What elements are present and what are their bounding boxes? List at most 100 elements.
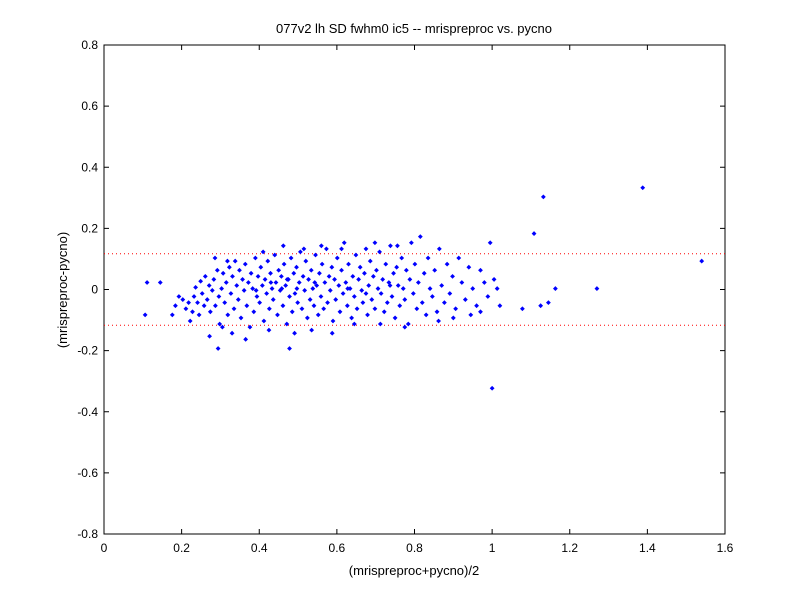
data-point — [327, 288, 333, 293]
data-point — [180, 297, 186, 302]
data-point — [220, 270, 226, 276]
data-point — [299, 306, 305, 312]
data-point — [255, 273, 261, 279]
data-point — [228, 291, 234, 296]
data-point — [259, 283, 265, 288]
y-tick-label: -0.6 — [77, 466, 98, 480]
data-point — [196, 312, 202, 318]
data-point — [351, 321, 357, 327]
data-point — [412, 261, 418, 267]
data-point — [325, 300, 330, 306]
data-point — [296, 280, 302, 285]
data-point — [199, 291, 205, 296]
x-tick-label: 1.4 — [639, 541, 656, 555]
data-point — [241, 288, 247, 293]
data-point — [423, 312, 429, 318]
data-point — [481, 280, 487, 285]
data-point — [362, 270, 367, 276]
data-point — [462, 297, 468, 302]
data-point — [391, 270, 396, 276]
data-point — [478, 309, 483, 315]
data-point — [204, 297, 210, 302]
data-point — [421, 270, 427, 276]
data-point — [214, 267, 220, 273]
data-point — [397, 303, 403, 309]
data-point — [254, 294, 260, 299]
x-axis-ticks: 0 0.2 0.4 0.6 0.8 1 1.2 1.4 1.6 — [101, 45, 734, 555]
y-tick-label: 0.6 — [81, 99, 98, 113]
data-point — [317, 270, 322, 276]
data-point — [375, 286, 381, 291]
data-point — [336, 283, 342, 288]
data-point — [369, 297, 375, 302]
data-point — [359, 288, 365, 293]
data-point — [392, 315, 398, 321]
data-point — [399, 255, 405, 261]
data-point — [447, 291, 453, 296]
data-point — [468, 312, 474, 318]
data-point — [389, 294, 395, 299]
data-point — [436, 318, 441, 324]
y-tick-label: -0.4 — [77, 405, 98, 419]
data-point — [356, 277, 362, 282]
data-point — [310, 286, 316, 291]
data-point — [326, 273, 332, 279]
data-point — [339, 246, 344, 252]
data-point — [294, 264, 299, 270]
data-point — [357, 264, 363, 270]
data-point — [384, 300, 390, 306]
data-points — [142, 185, 705, 391]
data-point — [395, 283, 401, 288]
data-point — [365, 312, 370, 318]
data-point — [407, 277, 413, 282]
data-point — [190, 309, 195, 315]
data-point — [270, 297, 276, 302]
plot-area — [103, 44, 726, 535]
data-point — [169, 312, 175, 318]
data-point — [531, 231, 537, 236]
data-point — [244, 303, 250, 309]
data-point — [235, 297, 241, 302]
data-point — [353, 252, 359, 258]
data-point — [292, 330, 297, 336]
data-point — [332, 277, 337, 282]
data-point — [403, 267, 409, 273]
data-point — [284, 321, 290, 327]
data-point — [186, 300, 192, 306]
data-point — [329, 264, 335, 270]
data-point — [387, 283, 393, 288]
data-point — [429, 294, 435, 299]
data-point — [291, 270, 297, 276]
data-point — [266, 306, 272, 312]
data-point — [231, 306, 237, 312]
data-point — [288, 255, 294, 261]
y-axis-ticks: 0.8 0.6 0.4 0.2 0 -0.2 -0.4 -0.6 -0.8 — [77, 38, 725, 541]
data-point — [195, 300, 200, 306]
data-point — [225, 312, 231, 318]
data-point — [257, 300, 263, 306]
data-point — [297, 249, 303, 255]
data-point — [242, 261, 248, 267]
data-point — [176, 294, 182, 299]
data-point — [212, 255, 218, 261]
y-axis-label: (mrispreproc-pycno) — [55, 232, 70, 348]
data-point — [339, 267, 344, 273]
data-point — [538, 303, 544, 309]
data-point — [280, 303, 286, 309]
x-tick-label: 1 — [489, 541, 496, 555]
data-point — [275, 312, 280, 318]
data-point — [315, 312, 321, 318]
data-point — [370, 273, 376, 279]
data-point — [552, 286, 558, 291]
data-point — [318, 294, 324, 299]
data-point — [372, 240, 378, 246]
data-point — [363, 246, 369, 252]
data-point — [313, 252, 318, 258]
data-point — [273, 280, 279, 285]
y-tick-label: 0.2 — [81, 221, 98, 235]
data-point — [378, 291, 384, 296]
data-point — [193, 284, 198, 290]
y-tick-label: 0.8 — [81, 38, 98, 52]
data-point — [240, 277, 245, 282]
data-point — [191, 294, 197, 299]
